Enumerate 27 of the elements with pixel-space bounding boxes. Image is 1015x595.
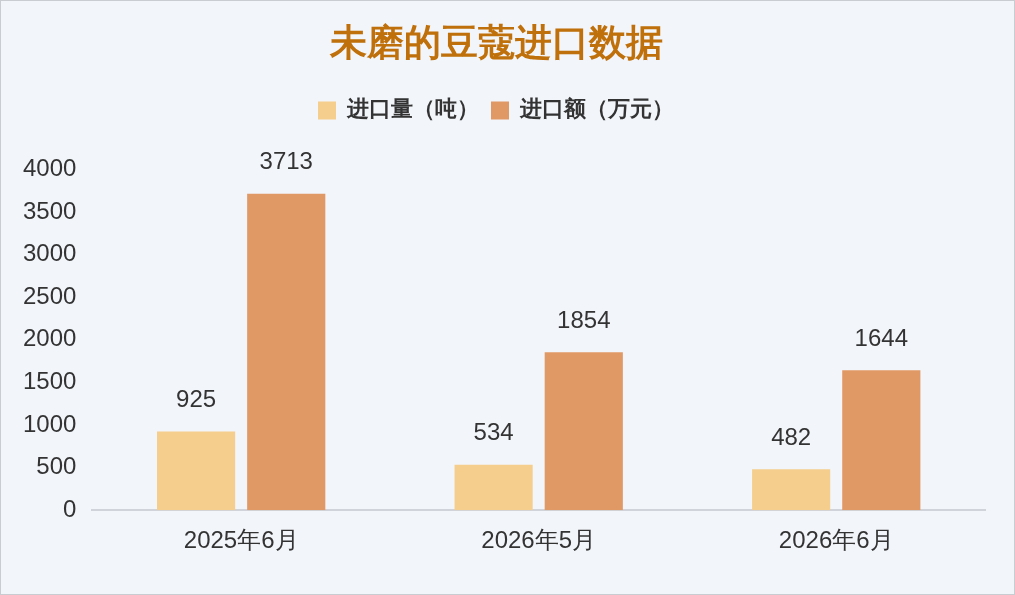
y-tick-label: 1500	[23, 367, 77, 395]
data-label: 1854	[557, 305, 611, 333]
bar	[247, 193, 326, 511]
y-tick-label: 0	[63, 494, 77, 522]
y-tick-label: 1000	[23, 409, 77, 437]
y-tick-label: 3500	[23, 196, 77, 224]
x-tick-label: 2026年5月	[481, 526, 597, 554]
x-tick-label: 2025年6月	[183, 526, 299, 554]
y-tick-label: 2500	[23, 281, 77, 309]
data-label: 534	[473, 418, 514, 446]
data-label: 482	[771, 422, 812, 450]
legend-label: 进口额（万元）	[519, 96, 674, 122]
data-label: 925	[176, 385, 217, 413]
data-label: 1644	[854, 323, 908, 351]
legend-label: 进口量（吨）	[346, 96, 479, 122]
chart-title: 未磨的豆蔻进口数据	[328, 22, 663, 64]
bar	[157, 431, 236, 511]
bar	[544, 352, 623, 511]
y-tick-label: 2000	[23, 324, 77, 352]
data-label: 3713	[259, 147, 313, 175]
bar	[842, 370, 921, 511]
y-tick-label: 3000	[23, 239, 77, 267]
y-tick-label: 500	[36, 452, 77, 480]
x-tick-label: 2026年6月	[778, 526, 894, 554]
bar	[752, 469, 831, 511]
bar	[454, 464, 533, 511]
y-tick-label: 4000	[23, 154, 77, 182]
